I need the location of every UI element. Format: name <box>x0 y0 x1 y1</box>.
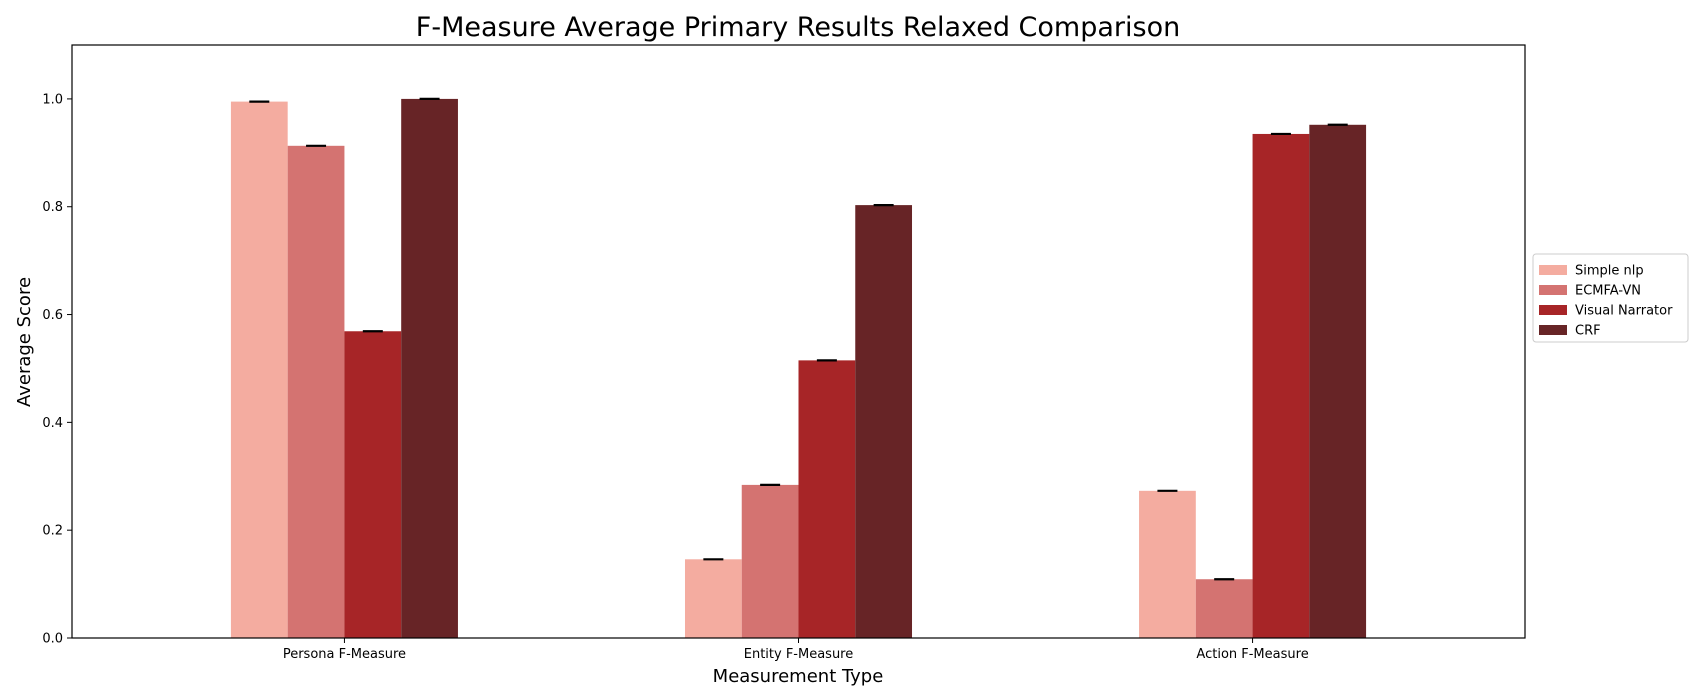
legend-label: Simple nlp <box>1575 264 1644 279</box>
y-tick-label: 1.0 <box>42 92 63 107</box>
bar <box>230 101 288 638</box>
x-axis-title: Measurement Type <box>713 666 884 687</box>
legend-swatch <box>1539 305 1567 315</box>
legend-swatch <box>1539 325 1567 335</box>
y-axis-title: Average Score <box>14 277 35 407</box>
bar <box>1195 579 1253 638</box>
x-tick-label: Action F-Measure <box>1196 647 1308 662</box>
y-tick-label: 0.2 <box>42 524 63 539</box>
y-axis: 0.0 0.2 0.4 0.6 0.8 1.0 <box>42 92 72 647</box>
bar <box>1139 490 1196 638</box>
x-tick-label: Entity F-Measure <box>744 647 854 662</box>
legend-swatch <box>1539 265 1567 275</box>
plot-area <box>230 97 1367 639</box>
bar <box>401 98 458 639</box>
bar <box>287 145 345 638</box>
bar <box>855 205 913 639</box>
bar <box>684 559 742 638</box>
y-tick-label: 0.4 <box>42 416 63 431</box>
bar <box>344 331 402 638</box>
x-axis: Persona F-Measure Entity F-Measure Action … <box>283 638 1309 662</box>
legend-label: CRF <box>1575 324 1601 339</box>
legend: Simple nlp ECMFA-VN Visual Narrator CRF <box>1532 253 1689 343</box>
bar <box>741 484 799 638</box>
legend-label: ECMFA-VN <box>1575 284 1641 299</box>
bar <box>1252 133 1310 638</box>
x-tick-label: Persona F-Measure <box>283 647 406 662</box>
y-tick-label: 0.6 <box>42 308 63 323</box>
bar <box>798 360 856 638</box>
legend-label: Visual Narrator <box>1575 304 1673 319</box>
legend-box <box>1532 253 1689 343</box>
legend-swatch <box>1539 285 1567 295</box>
bar <box>1309 124 1367 638</box>
y-tick-label: 0.0 <box>42 632 63 647</box>
y-tick-label: 0.8 <box>42 200 63 215</box>
chart-title: F-Measure Average Primary Results Relaxe… <box>416 12 1180 43</box>
